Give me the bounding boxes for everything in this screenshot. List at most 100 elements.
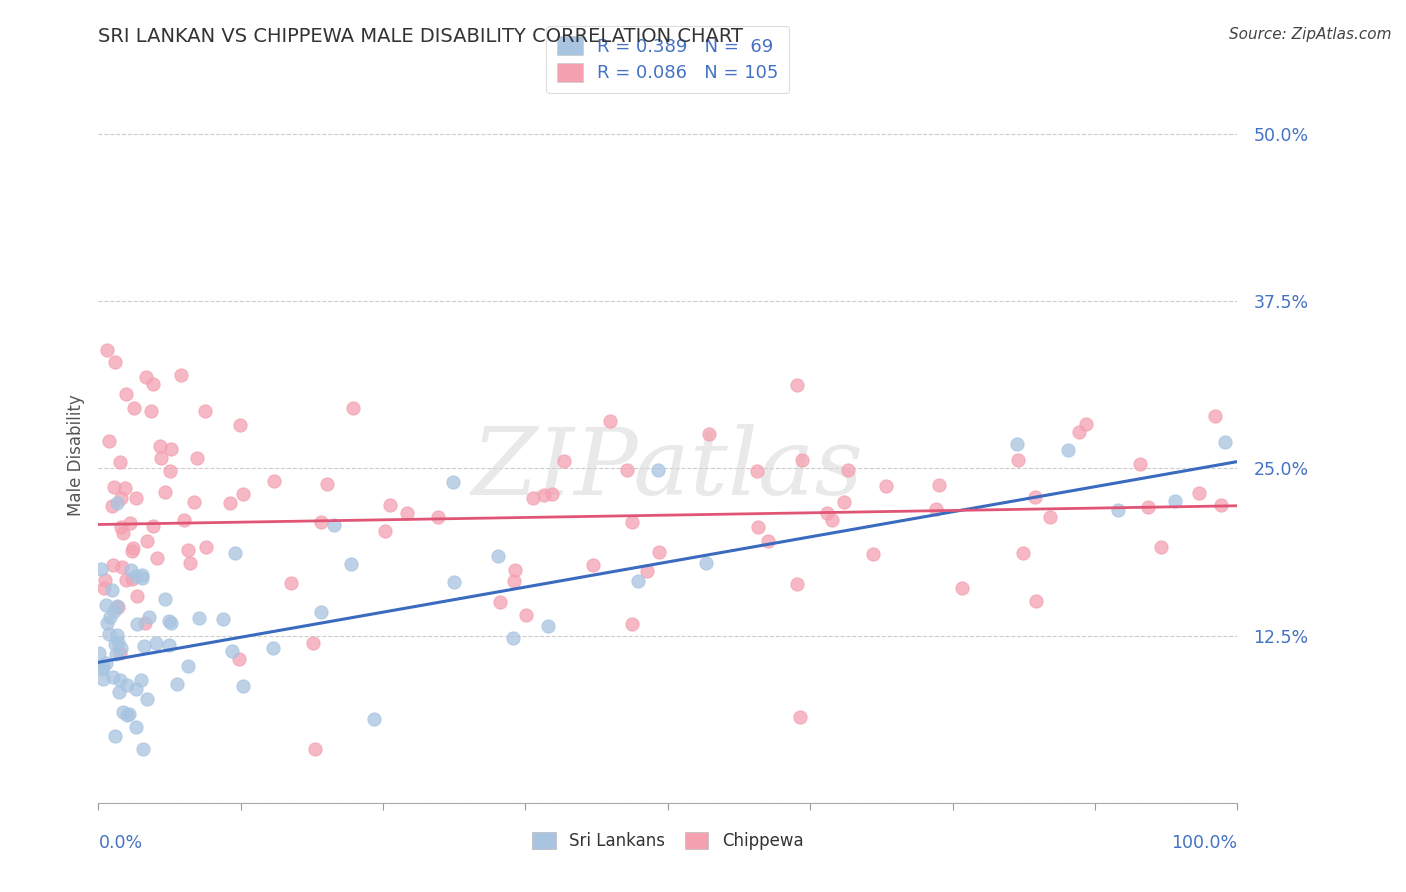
Point: [121, 541, 143, 555]
Point: [627, 574, 650, 588]
Point: [950, 582, 973, 596]
Text: 100.0%: 100.0%: [1171, 834, 1237, 852]
Point: [103, 605, 125, 619]
Point: [1213, 434, 1236, 449]
Point: [135, 369, 157, 384]
Point: [1209, 498, 1232, 512]
Point: [621, 616, 644, 631]
Point: [108, 455, 131, 469]
Point: [149, 439, 172, 453]
Point: [117, 706, 139, 721]
Point: [374, 524, 396, 538]
Point: [1137, 500, 1160, 514]
Point: [97, 627, 120, 641]
Point: [620, 515, 643, 529]
Point: [110, 520, 132, 534]
Point: [101, 670, 124, 684]
Point: [486, 549, 509, 563]
Text: Source: ZipAtlas.com: Source: ZipAtlas.com: [1229, 27, 1392, 42]
Point: [157, 614, 180, 628]
Point: [96, 616, 118, 631]
Point: [87, 646, 110, 660]
Point: [98, 434, 121, 449]
Point: [1057, 442, 1080, 457]
Point: [503, 574, 526, 588]
Point: [309, 516, 332, 530]
Point: [142, 376, 165, 391]
Point: [183, 494, 205, 508]
Point: [160, 615, 183, 630]
Point: [121, 572, 143, 586]
Point: [581, 558, 603, 573]
Point: [522, 491, 544, 506]
Point: [489, 595, 512, 609]
Point: [110, 640, 132, 655]
Point: [125, 589, 148, 603]
Point: [105, 628, 128, 642]
Point: [789, 710, 811, 724]
Point: [136, 534, 159, 549]
Point: [443, 575, 465, 590]
Point: [145, 551, 167, 566]
Point: [426, 510, 449, 524]
Point: [363, 712, 385, 726]
Point: [1074, 417, 1097, 431]
Point: [107, 635, 129, 649]
Point: [96, 343, 118, 358]
Point: [121, 544, 143, 558]
Point: [134, 639, 156, 653]
Point: [194, 540, 217, 554]
Point: [1204, 409, 1226, 423]
Point: [302, 636, 325, 650]
Point: [139, 404, 162, 418]
Point: [599, 414, 621, 429]
Point: [105, 599, 128, 613]
Text: SRI LANKAN VS CHIPPEWA MALE DISABILITY CORRELATION CHART: SRI LANKAN VS CHIPPEWA MALE DISABILITY C…: [98, 27, 744, 45]
Point: [648, 545, 671, 559]
Point: [103, 480, 125, 494]
Point: [170, 368, 193, 382]
Point: [502, 631, 524, 645]
Point: [114, 481, 136, 495]
Point: [101, 499, 124, 513]
Point: [187, 611, 209, 625]
Point: [145, 636, 167, 650]
Point: [924, 502, 946, 516]
Point: [647, 462, 669, 476]
Point: [122, 401, 145, 415]
Point: [1149, 540, 1171, 554]
Point: [115, 707, 138, 722]
Point: [159, 464, 181, 478]
Point: [342, 401, 364, 416]
Point: [142, 519, 165, 533]
Point: [157, 638, 180, 652]
Point: [505, 563, 527, 577]
Point: [380, 498, 402, 512]
Point: [111, 560, 134, 574]
Point: [115, 387, 138, 401]
Point: [1025, 594, 1047, 608]
Point: [862, 547, 884, 561]
Point: [1039, 509, 1062, 524]
Legend: Sri Lankans, Chippewa: Sri Lankans, Chippewa: [526, 826, 810, 857]
Point: [747, 519, 769, 533]
Point: [231, 487, 253, 501]
Point: [537, 618, 560, 632]
Point: [636, 564, 658, 578]
Point: [110, 491, 132, 506]
Point: [96, 657, 118, 671]
Point: [786, 577, 808, 591]
Point: [875, 479, 897, 493]
Point: [229, 418, 252, 433]
Point: [153, 485, 176, 500]
Point: [93, 581, 115, 595]
Point: [125, 720, 148, 734]
Point: [131, 568, 153, 582]
Point: [322, 518, 344, 533]
Point: [94, 599, 117, 613]
Point: [134, 615, 156, 630]
Point: [125, 681, 148, 696]
Point: [792, 453, 814, 467]
Point: [1107, 503, 1129, 517]
Point: [108, 646, 131, 660]
